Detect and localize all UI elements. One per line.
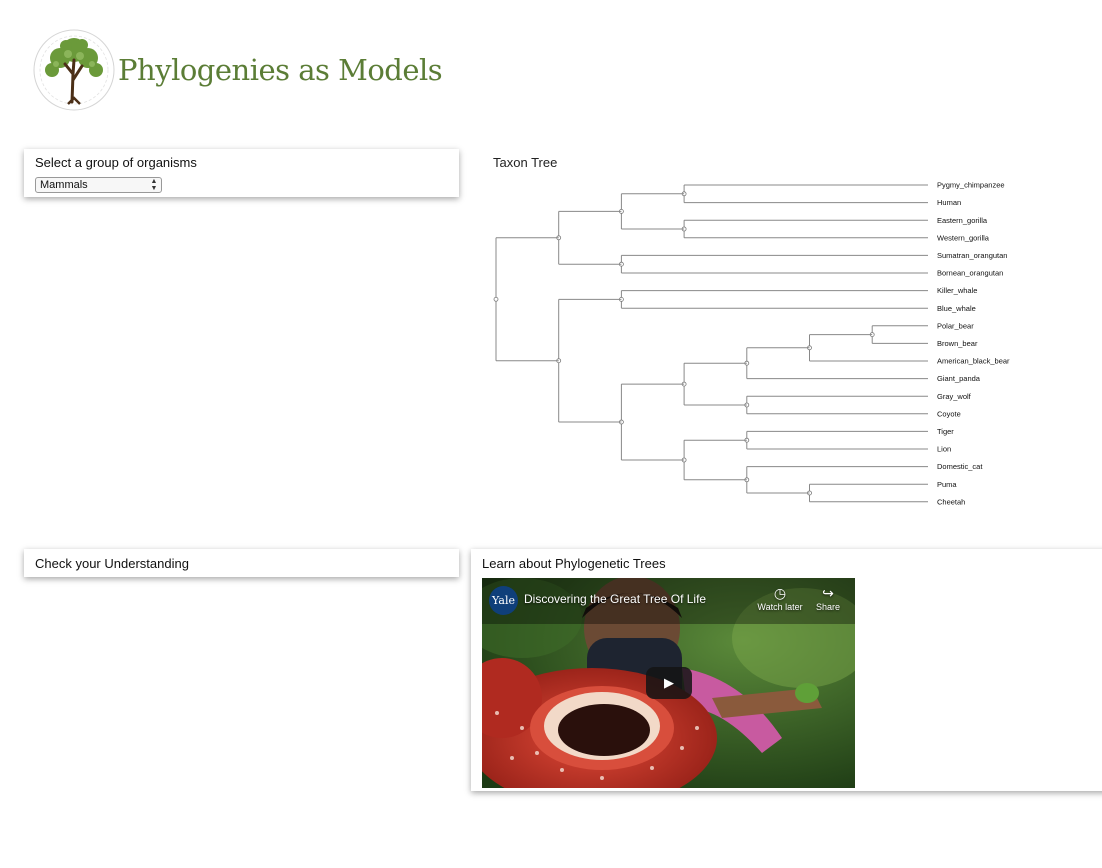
tree-leaf-label: Cheetah [937,497,965,506]
taxon-tree-title: Taxon Tree [493,155,558,170]
organism-select-value: Mammals [40,179,88,191]
check-understanding-panel[interactable]: Check your Understanding [24,549,459,577]
tree-leaf-label: American_black_bear [937,357,1010,366]
taxon-tree: Pygmy_chimpanzee Human Eastern_gorilla West… [493,181,1010,506]
watch-later-button[interactable]: ◷ Watch later [754,584,806,612]
video-thumbnail [482,578,855,788]
clock-icon: ◷ [773,585,787,601]
tree-leaf-label: Puma [937,480,957,489]
organism-select-panel: Select a group of organisms Mammals ▲ ▼ [24,149,459,197]
share-button[interactable]: ↪ Share [814,584,842,612]
tree-leaf-label: Bornean_orangutan [937,269,1003,278]
play-icon: ▶ [664,675,674,690]
share-arrow-icon: ↪ [822,585,834,601]
tree-leaf-label: Brown_bear [937,339,978,348]
video-title[interactable]: Discovering the Great Tree Of Life [524,592,707,606]
tree-leaf-label: Coyote [937,409,961,418]
tree-leaf-label: Polar_bear [937,321,974,330]
share-label: Share [815,602,841,612]
watch-later-label: Watch later [757,602,803,612]
tree-leaf-label: Lion [937,445,951,454]
tree-leaf-label: Blue_whale [937,304,976,313]
video-player[interactable]: Yale Discovering the Great Tree Of Life … [482,578,855,788]
tree-leaf-label: Eastern_gorilla [937,216,988,225]
tree-leaf-label: Human [937,198,961,207]
tree-leaf-label: Killer_whale [937,286,977,295]
tree-logo-icon [33,29,115,111]
select-arrows-icon: ▲ ▼ [150,178,158,192]
tree-leaf-label: Gray_wolf [937,392,972,401]
organism-select-dropdown[interactable]: Mammals ▲ ▼ [35,177,162,193]
brand-title: Phylogenies as Models [118,53,443,87]
tree-node [493,296,499,302]
tree-leaf-label: Giant_panda [937,374,981,383]
learn-title: Learn about Phylogenetic Trees [482,556,666,571]
play-button[interactable]: ▶ [646,667,692,699]
tree-leaf-label: Domestic_cat [937,462,983,471]
tree-leaf-label: Western_gorilla [937,233,990,242]
learn-panel: Learn about Phylogenetic Trees [471,549,1102,791]
tree-leaf-label: Tiger [937,427,954,436]
check-understanding-title: Check your Understanding [35,556,189,571]
tree-leaf-label: Sumatran_orangutan [937,251,1007,260]
channel-badge[interactable]: Yale [489,586,518,615]
tree-leaf-label: Pygmy_chimpanzee [937,181,1005,190]
organism-select-label: Select a group of organisms [35,155,197,170]
